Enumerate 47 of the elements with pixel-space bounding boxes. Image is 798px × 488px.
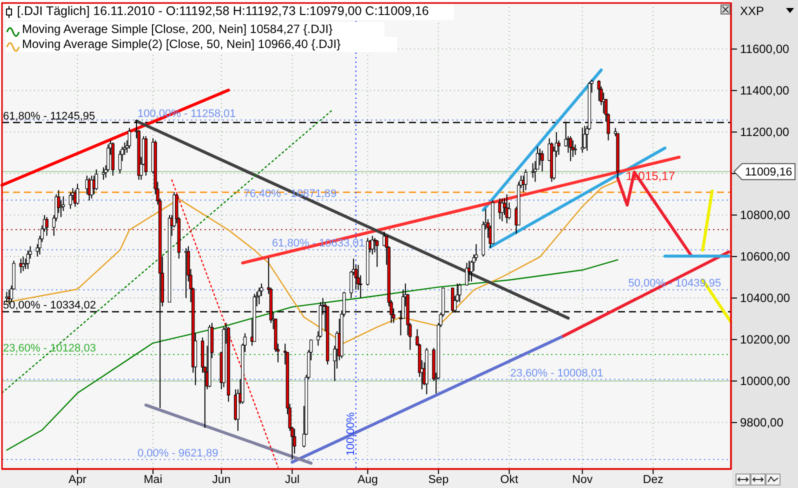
candlestick bbox=[458, 283, 462, 303]
y-tick-label: 11400,00 bbox=[740, 84, 790, 98]
y-tick-label: 10400,00 bbox=[740, 291, 790, 306]
x-tick-label: Okt bbox=[500, 474, 519, 486]
y-tick-label: 10200,00 bbox=[740, 332, 790, 347]
annotation: 23,60% - 10008,01 bbox=[510, 367, 604, 380]
annotation: 0,00% - 9621,89 bbox=[137, 447, 218, 460]
x-tick-label: Apr bbox=[68, 474, 87, 486]
candlestick bbox=[94, 168, 98, 191]
annotation: 61,80% - 11245,95 bbox=[3, 110, 96, 123]
line-series bbox=[616, 170, 692, 257]
chart-title: [.DJI Täglich] 16.11.2010 - O:11192,58 H:11192,73 L:10979,00 C:11009,16 bbox=[17, 4, 429, 18]
y-tick-label: 10600,00 bbox=[740, 250, 790, 264]
annotation: 23,60% - 10128,03 bbox=[3, 342, 96, 354]
candlestick bbox=[45, 216, 48, 236]
annotation: 50,00% - 10334,02 bbox=[3, 300, 96, 312]
x-tick-label: Jul bbox=[284, 474, 300, 486]
candlestick bbox=[597, 80, 600, 102]
y-tick-label: 9800,00 bbox=[740, 416, 784, 430]
x-tick-label: Sep bbox=[428, 474, 449, 486]
y-tick-label: 11200,00 bbox=[740, 125, 790, 140]
y-tick-label: 10800,00 bbox=[740, 208, 790, 222]
y-tick-label: 11600,00 bbox=[740, 42, 790, 56]
x-tick-label: Jun bbox=[212, 474, 231, 486]
candlestick bbox=[128, 127, 131, 150]
x-tick-label: Aug bbox=[357, 474, 378, 486]
candlestick bbox=[22, 256, 25, 272]
legend-label: Moving Average Simple(2) [Close, 50, Nein] 10966,40 {.DJI} bbox=[22, 37, 341, 51]
legend-label: Moving Average Simple [Close, 200, Nein] 10584,27 {.DJI} bbox=[22, 22, 333, 36]
candlestick bbox=[76, 183, 80, 206]
candlestick bbox=[524, 168, 528, 191]
candlestick bbox=[465, 262, 468, 286]
ref-line-label: 11009,16 bbox=[745, 166, 792, 179]
x-tick-label: Mai bbox=[144, 474, 162, 486]
x-tick-label: Dez bbox=[642, 474, 664, 486]
annotation: 100,00% bbox=[344, 412, 357, 456]
x-tick-label: Nov bbox=[572, 474, 593, 486]
y-tick-label: 10000,00 bbox=[740, 374, 790, 388]
candlestick bbox=[580, 127, 584, 154]
candlestick bbox=[574, 144, 577, 156]
candlestick bbox=[118, 150, 122, 174]
candlestick bbox=[258, 287, 261, 305]
candlestick bbox=[68, 192, 72, 210]
candlestick bbox=[102, 166, 106, 180]
candlestick bbox=[583, 125, 586, 150]
candlestick bbox=[531, 162, 534, 178]
y-axis-title: XXP bbox=[740, 4, 764, 18]
